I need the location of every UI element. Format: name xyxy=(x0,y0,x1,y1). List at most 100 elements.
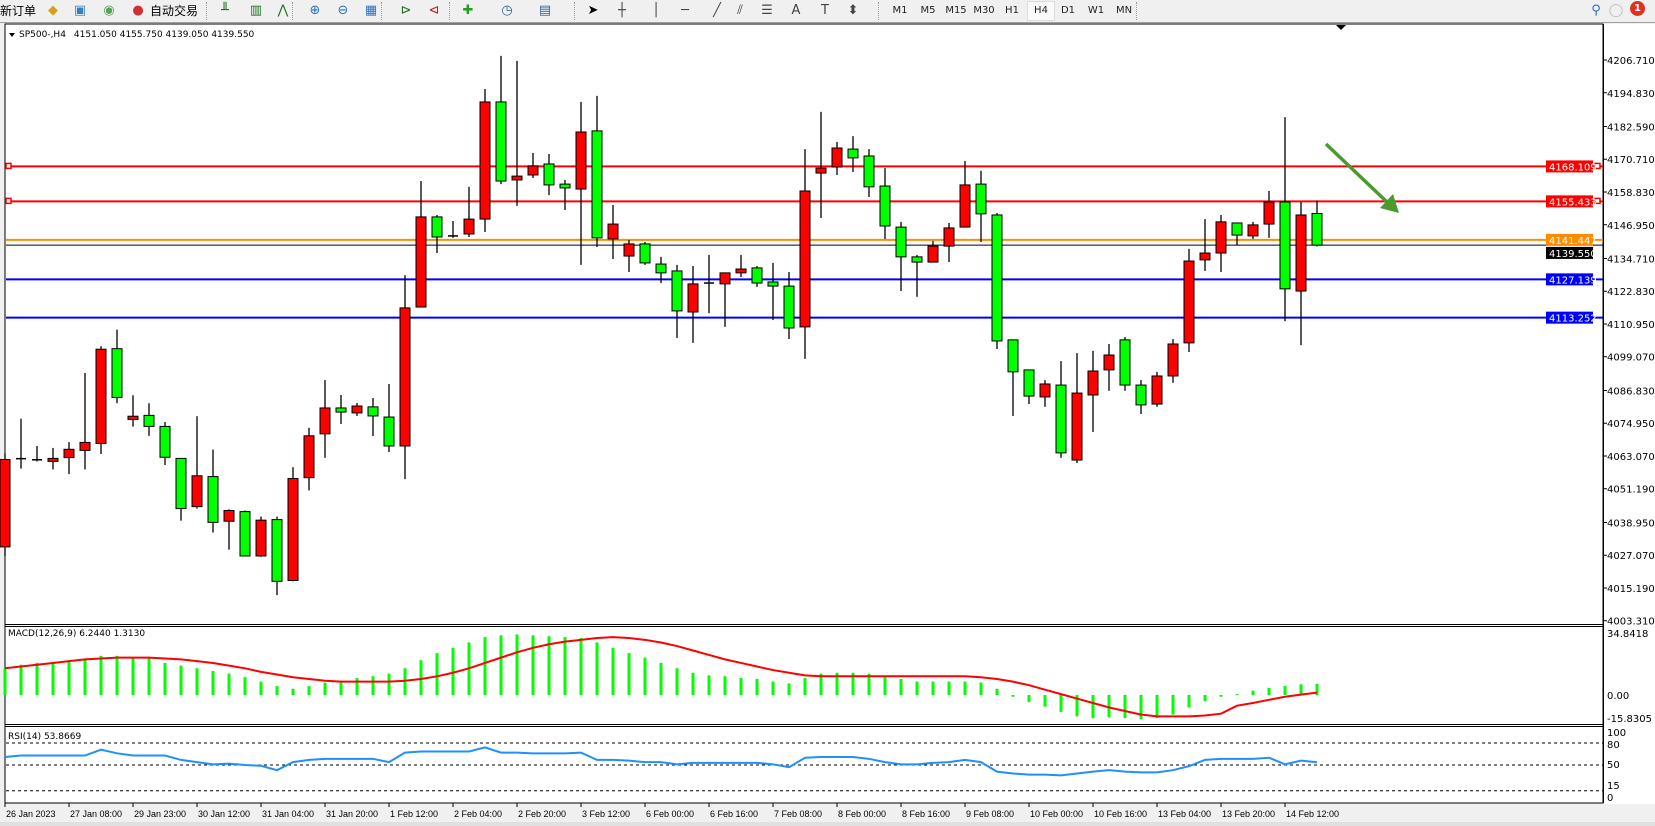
timeframe-m5[interactable]: M5 xyxy=(920,5,936,16)
candle[interactable] xyxy=(655,256,667,284)
auto-trading-icon[interactable]: ● xyxy=(132,3,144,18)
candle[interactable] xyxy=(303,427,315,491)
auto-trading-button[interactable]: 自动交易 xyxy=(150,4,199,18)
candle[interactable] xyxy=(319,380,331,458)
candle[interactable] xyxy=(1135,380,1147,415)
collapse-triangle-icon[interactable] xyxy=(9,33,15,37)
candle[interactable] xyxy=(959,160,971,228)
candle[interactable] xyxy=(63,442,75,475)
candle[interactable] xyxy=(927,240,939,263)
crosshair-icon[interactable]: ┼ xyxy=(618,3,626,18)
candle[interactable] xyxy=(1151,371,1163,407)
candle[interactable] xyxy=(239,510,251,557)
candle[interactable] xyxy=(911,254,923,297)
equidistant-channel-icon[interactable]: ⫽ xyxy=(737,3,743,18)
timeframe-h4[interactable]: H4 xyxy=(1027,1,1055,21)
candle[interactable] xyxy=(95,346,107,454)
templates-icon[interactable]: ▤ xyxy=(538,3,552,18)
candle[interactable] xyxy=(399,275,411,480)
arrows-icon[interactable]: ⬍ xyxy=(847,3,859,18)
candle[interactable] xyxy=(639,241,651,265)
candle[interactable] xyxy=(383,383,395,453)
candle[interactable] xyxy=(111,329,123,404)
candle[interactable] xyxy=(32,445,42,462)
candlestick-icon[interactable]: ▥ xyxy=(249,3,263,18)
zoom-in-icon[interactable]: ⊕ xyxy=(309,3,321,18)
candle[interactable] xyxy=(287,467,299,582)
candle[interactable] xyxy=(143,403,155,436)
vertical-line-icon[interactable]: │ xyxy=(652,3,660,18)
candle[interactable] xyxy=(0,453,11,556)
tile-windows-icon[interactable]: ▦ xyxy=(364,3,378,18)
bar-chart-icon[interactable]: ╨ xyxy=(221,3,229,18)
candle[interactable] xyxy=(159,422,171,466)
horizontal-line-icon[interactable]: ─ xyxy=(681,3,689,18)
candle[interactable] xyxy=(607,205,619,260)
candle[interactable] xyxy=(895,221,907,292)
timeframe-w1[interactable]: W1 xyxy=(1087,5,1105,16)
candle[interactable] xyxy=(943,222,955,263)
notification-badge[interactable]: 1 xyxy=(1630,1,1645,16)
candle[interactable] xyxy=(255,516,267,557)
candle[interactable] xyxy=(863,149,875,198)
candle[interactable] xyxy=(847,136,859,172)
candle[interactable] xyxy=(991,213,1003,349)
zoom-out-icon[interactable]: ⊖ xyxy=(337,3,349,18)
candle[interactable] xyxy=(1087,350,1099,432)
fibonacci-icon[interactable]: ☰ xyxy=(761,3,773,18)
candle[interactable] xyxy=(1199,219,1211,271)
candle[interactable] xyxy=(879,168,891,239)
cursor-icon[interactable]: ➤ xyxy=(587,3,599,18)
candle[interactable] xyxy=(271,516,283,596)
candle[interactable] xyxy=(1007,339,1019,416)
candle[interactable] xyxy=(431,214,443,254)
candle[interactable] xyxy=(448,221,458,238)
search-icon[interactable]: ⚲ xyxy=(1591,3,1601,18)
line-chart-icon[interactable]: ⋀ xyxy=(277,3,289,18)
timeframe-m30[interactable]: M30 xyxy=(973,5,995,16)
candle[interactable] xyxy=(207,449,219,533)
candle[interactable] xyxy=(799,149,811,359)
timeframe-h1[interactable]: H1 xyxy=(1005,5,1019,16)
candle[interactable] xyxy=(175,457,187,521)
chat-icon[interactable]: ◯ xyxy=(1608,3,1624,18)
text-icon[interactable]: A xyxy=(791,3,801,18)
candle[interactable] xyxy=(671,264,683,338)
timeframe-d1[interactable]: D1 xyxy=(1060,5,1076,16)
candle[interactable] xyxy=(831,141,843,175)
candle[interactable] xyxy=(575,101,587,265)
candle[interactable] xyxy=(783,272,795,340)
candle[interactable] xyxy=(1167,339,1179,383)
signals-icon[interactable]: ◉ xyxy=(103,3,115,18)
line-handle[interactable] xyxy=(5,162,12,170)
history-center-icon[interactable]: ◆ xyxy=(48,3,58,18)
periods-icon[interactable]: ◷ xyxy=(501,3,513,18)
candle[interactable] xyxy=(1215,214,1227,273)
chart-shift-marker[interactable] xyxy=(1336,25,1346,30)
timeframe-m1[interactable]: M1 xyxy=(892,5,908,16)
candle[interactable] xyxy=(1183,248,1195,352)
candle[interactable] xyxy=(367,398,379,437)
candle[interactable] xyxy=(687,265,699,343)
candle[interactable] xyxy=(1263,190,1275,238)
candle[interactable] xyxy=(559,179,571,211)
line-handle[interactable] xyxy=(1594,162,1601,170)
candle[interactable] xyxy=(704,254,714,314)
chart-window[interactable]: 4206.710 4194.830 4182.590 4170.710 4158.830… xyxy=(0,23,1655,826)
timeframe-mn[interactable]: MN xyxy=(1115,5,1133,16)
candle[interactable] xyxy=(1295,202,1307,346)
candle[interactable] xyxy=(16,418,26,469)
trend-arrow[interactable] xyxy=(1324,142,1399,213)
candle[interactable] xyxy=(223,509,235,550)
candle[interactable] xyxy=(495,55,507,185)
autoscroll-icon[interactable]: ⊲ xyxy=(428,3,440,18)
candle[interactable] xyxy=(1055,361,1067,458)
candle[interactable] xyxy=(1071,353,1083,464)
candle[interactable] xyxy=(751,265,763,287)
candle[interactable] xyxy=(415,181,427,308)
chart-shift-icon[interactable]: ⊳ xyxy=(400,3,412,18)
candle[interactable] xyxy=(1247,221,1259,239)
candle[interactable] xyxy=(191,416,203,509)
candle[interactable] xyxy=(335,394,347,424)
candle[interactable] xyxy=(463,186,475,238)
